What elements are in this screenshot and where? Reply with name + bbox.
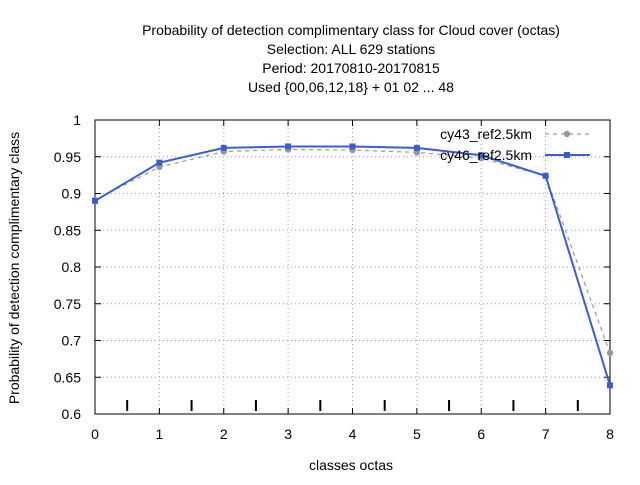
x-tick-label: 2 [220, 426, 228, 442]
y-tick-label: 0.9 [62, 186, 82, 202]
x-tick-label: 4 [349, 426, 357, 442]
y-tick-label: 0.7 [62, 333, 82, 349]
y-axis-label: Probability of detection complimentary c… [6, 132, 22, 404]
x-tick-label: 3 [284, 426, 292, 442]
data-point [478, 152, 485, 159]
data-point [92, 197, 98, 204]
y-tick-label: 0.8 [62, 259, 82, 275]
grid [95, 120, 610, 414]
y-tick-label: 0.6 [62, 406, 82, 422]
chart-title-line: Used {00,06,12,18} + 01 02 ... 48 [248, 79, 454, 95]
y-tick-label: 0.95 [54, 149, 81, 165]
x-tick-label: 0 [91, 426, 99, 442]
legend-label: cy46_ref2.5km [440, 147, 532, 163]
x-axis: 0 1 2 3 4 5 6 7 8 [91, 120, 614, 442]
legend-marker [563, 130, 571, 138]
y-tick-label: 0.75 [54, 296, 81, 312]
chart-title-line: Selection: ALL 629 stations [267, 41, 435, 57]
legend: cy43_ref2.5km cy46_ref2.5km [440, 126, 590, 163]
legend-label: cy43_ref2.5km [440, 126, 532, 142]
data-point [349, 143, 356, 150]
legend-marker [564, 152, 570, 158]
data-point [542, 172, 549, 179]
x-tick-label: 7 [542, 426, 550, 442]
x-axis-label: classes octas [309, 457, 393, 473]
series-line-cy46_ref2.5km [94, 145, 611, 386]
data-point [285, 143, 292, 150]
data-point [607, 382, 613, 389]
y-tick-label: 1 [73, 112, 81, 128]
y-tick-label: 0.85 [54, 222, 81, 238]
chart-title-line: Probability of detection complimentary c… [142, 22, 560, 38]
x-tick-label: 1 [155, 426, 163, 442]
x-tick-label: 6 [477, 426, 485, 442]
y-axis: 0.6 0.65 0.7 0.75 0.8 0.85 0.9 0.95 1 [54, 112, 610, 422]
data-point [606, 349, 614, 357]
data-point [156, 159, 163, 166]
y-tick-label: 0.65 [54, 369, 81, 385]
series-line-cy43_ref2.5km [94, 148, 611, 354]
data-point [220, 144, 227, 151]
x-tick-label: 5 [413, 426, 421, 442]
chart-title: Probability of detection complimentary c… [142, 22, 560, 95]
chart-title-line: Period: 20170810-20170815 [262, 60, 440, 76]
data-point [413, 144, 420, 151]
x-tick-label: 8 [606, 426, 614, 442]
series [91, 143, 614, 389]
bottom-markers [126, 400, 579, 411]
